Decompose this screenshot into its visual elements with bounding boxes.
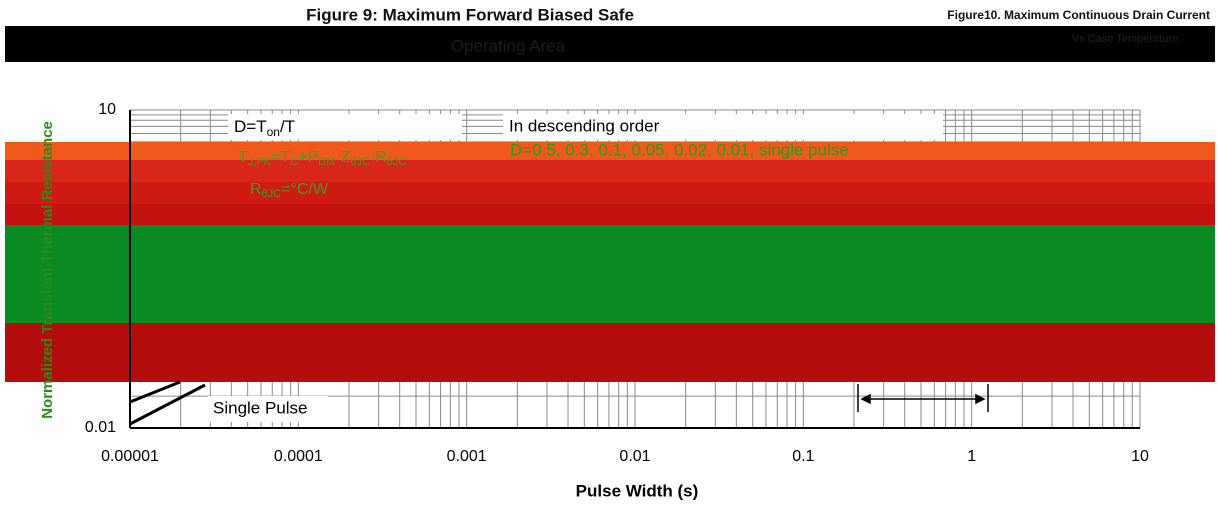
text: +P (298, 149, 318, 166)
side-subtitle: Vs Case Temperature (1072, 33, 1178, 45)
overlay-band (5, 204, 1215, 225)
text: ·R (370, 149, 387, 166)
y-axis-label: Normalized Transient Thermal Resistance (39, 121, 56, 419)
text: θJC (262, 188, 282, 200)
x-tick-label: 0.01 (619, 448, 650, 465)
x-tick-label: 0.001 (447, 448, 487, 465)
order-note: In descending order (509, 116, 660, 135)
x-tick-label: 10 (1131, 448, 1149, 465)
y-tick-label: 0.01 (85, 419, 116, 436)
overlay-band (5, 160, 1215, 182)
text: /T (280, 117, 295, 136)
axes: 0.00001 0.0001 0.001 0.01 0.1 1 10 0.01 10 (85, 101, 1149, 465)
duty-formula: D=Ton/T (234, 117, 295, 139)
text: R (250, 181, 262, 198)
text: T (238, 149, 248, 166)
text: =T (271, 149, 290, 166)
text: D=T (234, 117, 267, 136)
chart-subtitle: Operating Area (451, 36, 566, 55)
x-tick-label: 0.0001 (274, 448, 323, 465)
text: on (267, 125, 280, 139)
x-tick-label: 1 (967, 448, 976, 465)
label-box (208, 396, 328, 422)
text: J,PK (248, 156, 272, 168)
overlay-band (5, 323, 1215, 382)
text: ·Z (335, 149, 350, 166)
chart-title: Figure 9: Maximum Forward Biased Safe (306, 5, 634, 24)
x-axis-label: Pulse Width (s) (576, 481, 699, 500)
tj-formula: TJ,PK=TC+PDM·ZθJC·RθJC (238, 149, 406, 168)
overlay-band (5, 182, 1215, 204)
overlay-band (5, 225, 1215, 323)
text: =°C/W (281, 181, 329, 198)
duty-list: D=0.5, 0.3, 0.1, 0.05, 0.02, 0.01, singl… (510, 140, 849, 159)
text: DM (318, 156, 335, 168)
x-tick-label: 0.00001 (101, 448, 159, 465)
rth-formula: RθJC=°C/W (250, 181, 329, 200)
text: C (290, 156, 298, 168)
text: θJC (387, 156, 407, 168)
pulse-arrow (857, 384, 989, 412)
x-tick-label: 0.1 (792, 448, 814, 465)
overlay-band (5, 142, 1215, 160)
legend-box (228, 114, 462, 140)
y-tick-label: 10 (98, 101, 116, 118)
header-bar (5, 26, 1215, 62)
text: θJC (350, 156, 370, 168)
curve-fragment (129, 380, 206, 426)
legend-box (503, 114, 943, 140)
single-pulse-label: Single Pulse (213, 398, 308, 417)
side-title: Figure10. Maximum Continuous Drain Curre… (947, 8, 1210, 22)
